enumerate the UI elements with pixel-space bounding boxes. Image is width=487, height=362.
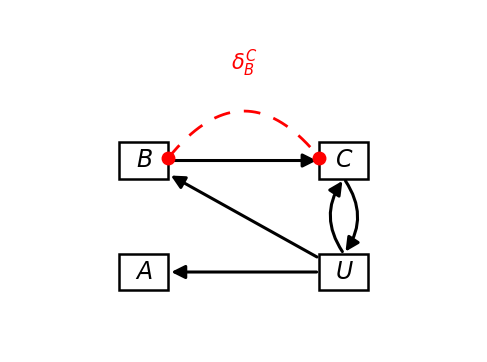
FancyBboxPatch shape	[319, 254, 369, 290]
Text: $C$: $C$	[335, 149, 353, 172]
FancyBboxPatch shape	[119, 254, 169, 290]
FancyBboxPatch shape	[119, 142, 169, 178]
Text: $U$: $U$	[335, 261, 354, 283]
Text: $\delta_B^C$: $\delta_B^C$	[231, 47, 257, 79]
FancyBboxPatch shape	[319, 142, 369, 178]
Text: $A$: $A$	[135, 261, 153, 283]
Text: $B$: $B$	[135, 149, 152, 172]
